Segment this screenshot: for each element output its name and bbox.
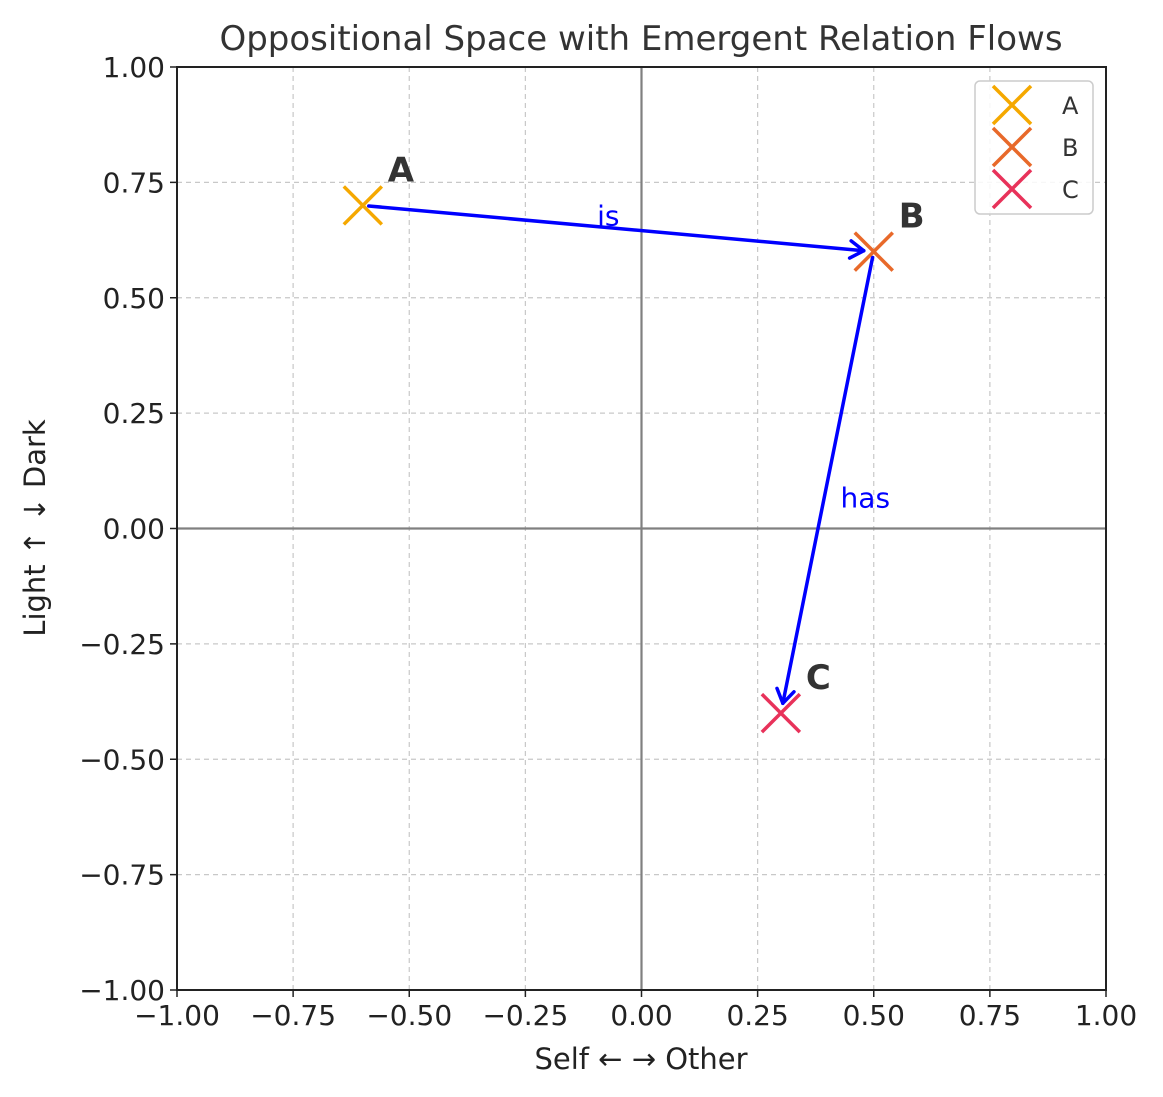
- y-axis-label: Light ↑ ↓ Dark: [18, 419, 52, 637]
- x-tick-label: −0.75: [250, 999, 336, 1032]
- relation-arrow-line: [367, 204, 866, 253]
- y-tick-label: 0.00: [103, 513, 165, 546]
- relation-arrow-head: [847, 239, 866, 260]
- y-tick-label: −0.25: [79, 628, 165, 661]
- legend-entry-C: C: [991, 168, 1079, 210]
- x-tick-label: 0.00: [610, 999, 672, 1032]
- legend-marker-stroke: [991, 168, 1033, 210]
- legend-label: B: [1062, 134, 1078, 162]
- point-label: A: [388, 150, 415, 190]
- x-tick-label: −0.50: [366, 999, 452, 1032]
- relation-B-C: has: [775, 255, 891, 706]
- legend: ABC: [974, 80, 1094, 215]
- y-tick-label: 0.50: [103, 282, 165, 315]
- x-tick-label: −1.00: [134, 999, 220, 1032]
- y-tick-label: −0.75: [79, 859, 165, 892]
- relation-A-B: is: [367, 200, 866, 260]
- x-tick-label: 0.25: [726, 999, 788, 1032]
- y-tick-label: 0.25: [103, 397, 165, 430]
- point-A: A: [342, 150, 415, 226]
- point-label: C: [806, 658, 831, 698]
- relation-arrows: is has: [367, 200, 891, 706]
- y-tick-label: 1.00: [103, 51, 165, 84]
- point-marker-stroke: [760, 692, 802, 734]
- y-tick-label: −1.00: [79, 974, 165, 1007]
- y-tick-label: −0.50: [79, 743, 165, 776]
- point-marker-stroke: [853, 231, 894, 272]
- y-tick-label: 0.75: [103, 166, 165, 199]
- relation-label: is: [597, 200, 619, 233]
- zero-lines: [177, 67, 1106, 990]
- legend-label: A: [1062, 92, 1079, 120]
- x-tick-label: 1.00: [1075, 999, 1137, 1032]
- legend-label: C: [1062, 176, 1079, 204]
- x-tick-label: 0.50: [843, 999, 905, 1032]
- axis-ticks: −1.00 −0.75 −0.50 −0.25 0.00 0.25 0.50 0.75 1.00…: [79, 51, 1137, 1032]
- point-marker-stroke: [342, 185, 384, 226]
- relation-label: has: [841, 481, 891, 514]
- x-tick-label: −0.25: [482, 999, 568, 1032]
- data-points: A B C: [342, 150, 925, 734]
- relation-arrow-head: [775, 686, 796, 706]
- legend-marker-stroke: [991, 126, 1033, 168]
- legend-entry-A: A: [991, 84, 1079, 126]
- point-B: B: [853, 197, 925, 272]
- legend-entry-B: B: [991, 126, 1078, 168]
- point-label: B: [899, 197, 925, 237]
- chart-title: Oppositional Space with Emergent Relatio…: [219, 19, 1062, 59]
- legend-marker-stroke: [991, 84, 1033, 126]
- relation-arrow-line: [781, 255, 875, 706]
- x-axis-label: Self ← → Other: [534, 1042, 747, 1076]
- point-C: C: [760, 658, 831, 734]
- x-tick-label: 0.75: [959, 999, 1021, 1032]
